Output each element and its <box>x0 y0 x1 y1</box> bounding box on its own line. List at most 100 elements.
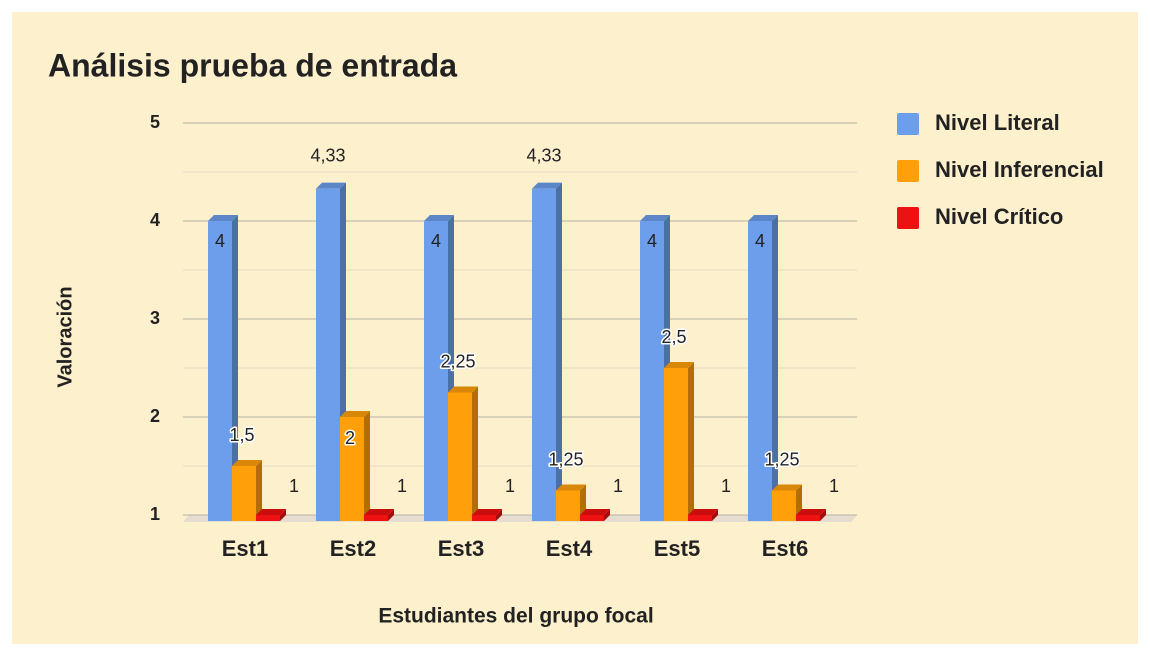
bar-top <box>748 215 778 221</box>
bar-top <box>796 509 826 515</box>
x-tick-label: Est4 <box>546 536 593 561</box>
bar <box>232 460 262 521</box>
bar-front <box>340 417 364 521</box>
data-label: 4 <box>431 231 441 251</box>
legend-swatch <box>897 207 919 229</box>
bar-side <box>688 362 694 521</box>
bar-top <box>232 460 262 466</box>
bar <box>448 386 478 521</box>
bar <box>208 215 238 521</box>
bar-top <box>472 509 502 515</box>
bar-front <box>580 515 604 521</box>
bar-top <box>532 182 562 189</box>
data-label: 1 <box>289 476 299 496</box>
bar-top <box>208 215 238 221</box>
data-label: 1 <box>721 476 731 496</box>
bar <box>316 182 346 521</box>
bar-side <box>388 509 394 521</box>
x-tick-label: Est5 <box>654 536 700 561</box>
bar-top <box>772 484 802 491</box>
x-tick-label: Est2 <box>330 536 376 561</box>
legend-label: Nivel Literal <box>935 110 1060 135</box>
bar-side <box>364 411 370 521</box>
bar-side <box>280 509 286 521</box>
data-label: 4 <box>755 231 765 251</box>
bar <box>664 362 694 521</box>
legend-label: Nivel Inferencial <box>935 157 1104 182</box>
bar-front <box>256 515 280 521</box>
bar-top <box>556 484 586 491</box>
bar-side <box>712 509 718 521</box>
y-tick-label: 3 <box>150 308 160 328</box>
data-label: 2,5 <box>661 327 686 347</box>
data-label: 1,5 <box>229 425 254 445</box>
bar-side <box>604 509 610 521</box>
bar-top <box>448 386 478 393</box>
bar-top <box>664 362 694 368</box>
data-label: 1 <box>829 476 839 496</box>
bar <box>340 411 370 521</box>
chart-title: Análisis prueba de entrada <box>48 47 457 83</box>
bar-front <box>316 188 340 521</box>
data-label: 2,25 <box>440 351 475 371</box>
data-label: 4,33 <box>310 145 345 165</box>
bar <box>748 215 778 521</box>
data-label: 2 <box>345 428 355 448</box>
data-label: 1 <box>613 476 623 496</box>
bar-front <box>232 466 256 521</box>
bar-front <box>556 490 580 521</box>
bar-side <box>820 509 826 521</box>
y-tick-label: 1 <box>150 504 160 524</box>
bar-front <box>796 515 820 521</box>
bar-top <box>688 509 718 515</box>
bar-front <box>208 221 232 521</box>
data-label: 1,25 <box>548 449 583 469</box>
bar-side <box>472 386 478 521</box>
bar-top <box>340 411 370 417</box>
bar-side <box>232 215 238 521</box>
bar-top <box>580 509 610 515</box>
bar <box>796 509 826 521</box>
x-tick-label: Est6 <box>762 536 808 561</box>
x-tick-label: Est3 <box>438 536 484 561</box>
bar-front <box>664 368 688 521</box>
bar-side <box>496 509 502 521</box>
bar-top <box>364 509 394 515</box>
bar-side <box>556 182 562 521</box>
bar <box>364 509 394 521</box>
data-label: 1 <box>397 476 407 496</box>
bar-top <box>256 509 286 515</box>
y-tick-label: 5 <box>150 112 160 132</box>
data-label: 1,25 <box>764 449 799 469</box>
x-axis-title: Estudiantes del grupo focal <box>378 605 653 628</box>
chart-background <box>12 12 1138 644</box>
legend-label: Nivel Crítico <box>935 204 1063 229</box>
bar <box>556 484 586 521</box>
bar-top <box>316 182 346 189</box>
legend-swatch <box>897 113 919 135</box>
bar-top <box>640 215 670 221</box>
bar-side <box>772 215 778 521</box>
bar <box>532 182 562 521</box>
data-label: 1 <box>505 476 515 496</box>
y-tick-label: 2 <box>150 406 160 426</box>
bar-front <box>748 221 772 521</box>
x-tick-label: Est1 <box>222 536 268 561</box>
legend-swatch <box>897 160 919 182</box>
bar <box>580 509 610 521</box>
bar-front <box>688 515 712 521</box>
data-label: 4 <box>215 231 225 251</box>
bar <box>688 509 718 521</box>
bar-side <box>256 460 262 521</box>
data-label: 4,33 <box>526 145 561 165</box>
bar <box>772 484 802 521</box>
bar <box>472 509 502 521</box>
bar-top <box>424 215 454 221</box>
y-axis-title: Valoración <box>54 286 76 387</box>
bar-front <box>772 490 796 521</box>
data-label: 4 <box>647 231 657 251</box>
bar-front <box>472 515 496 521</box>
bar-front <box>448 392 472 521</box>
y-tick-label: 4 <box>150 210 160 230</box>
